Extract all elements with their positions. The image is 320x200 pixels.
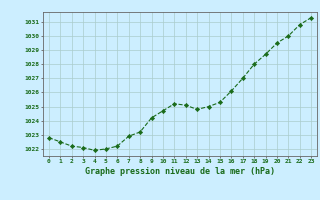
X-axis label: Graphe pression niveau de la mer (hPa): Graphe pression niveau de la mer (hPa)	[85, 167, 275, 176]
